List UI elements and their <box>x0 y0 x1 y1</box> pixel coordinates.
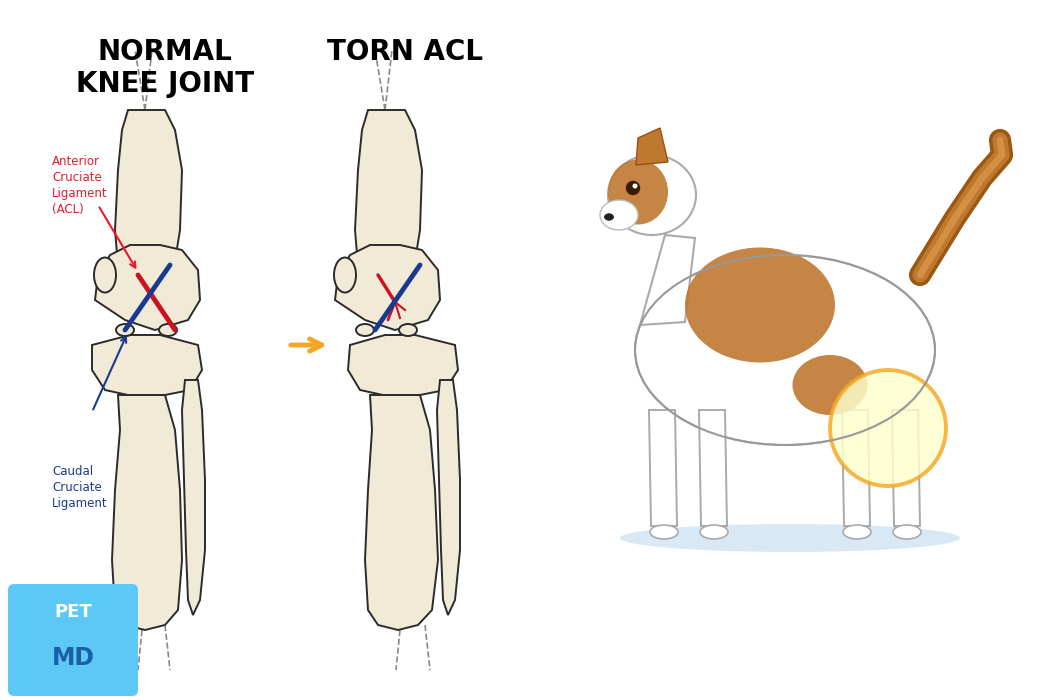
Polygon shape <box>699 410 727 526</box>
Text: NORMAL
KNEE JOINT: NORMAL KNEE JOINT <box>76 38 254 99</box>
Circle shape <box>627 181 639 195</box>
Polygon shape <box>640 235 695 325</box>
Ellipse shape <box>620 524 960 552</box>
Ellipse shape <box>334 258 356 293</box>
Text: Anterior
Cruciate
Ligament
(ACL): Anterior Cruciate Ligament (ACL) <box>52 155 107 216</box>
Ellipse shape <box>159 324 177 336</box>
Polygon shape <box>94 245 200 330</box>
Ellipse shape <box>600 200 638 230</box>
Polygon shape <box>649 410 677 526</box>
Polygon shape <box>116 110 182 310</box>
Ellipse shape <box>608 160 668 225</box>
Polygon shape <box>355 110 422 310</box>
Polygon shape <box>92 335 202 395</box>
Ellipse shape <box>608 155 696 235</box>
Ellipse shape <box>843 525 872 539</box>
Text: TORN ACL: TORN ACL <box>327 38 483 66</box>
Circle shape <box>633 184 636 188</box>
Circle shape <box>830 370 946 486</box>
Polygon shape <box>636 128 668 165</box>
Polygon shape <box>892 410 920 526</box>
Text: Caudal
Cruciate
Ligament: Caudal Cruciate Ligament <box>52 465 107 510</box>
Text: MD: MD <box>51 646 94 670</box>
Ellipse shape <box>94 258 116 293</box>
Polygon shape <box>365 395 438 630</box>
Polygon shape <box>842 410 870 526</box>
Ellipse shape <box>650 525 678 539</box>
Ellipse shape <box>116 324 134 336</box>
Ellipse shape <box>356 324 374 336</box>
Text: PET: PET <box>55 603 92 621</box>
Polygon shape <box>335 245 440 330</box>
Polygon shape <box>348 335 458 395</box>
FancyBboxPatch shape <box>8 584 138 696</box>
Ellipse shape <box>399 324 417 336</box>
Ellipse shape <box>892 525 921 539</box>
Polygon shape <box>182 380 205 615</box>
Ellipse shape <box>700 525 728 539</box>
Polygon shape <box>112 395 182 630</box>
Ellipse shape <box>635 255 934 445</box>
Ellipse shape <box>793 355 867 415</box>
Ellipse shape <box>685 248 835 363</box>
Polygon shape <box>437 380 460 615</box>
Ellipse shape <box>605 214 613 220</box>
